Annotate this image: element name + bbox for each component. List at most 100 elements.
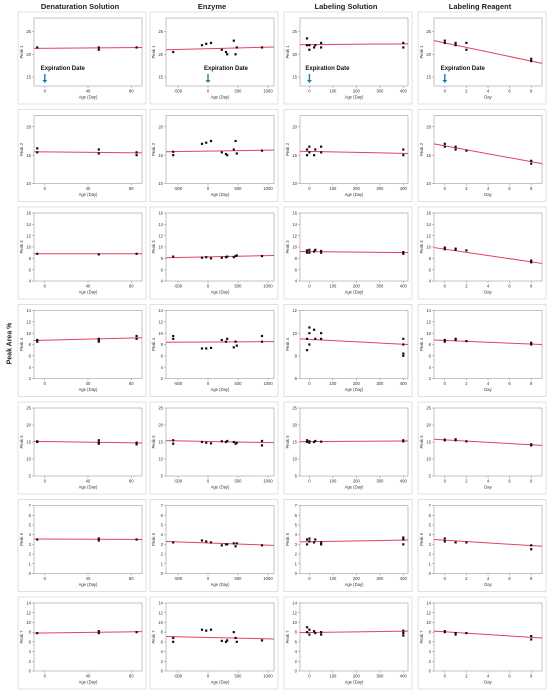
- y-tick-label: 6: [29, 267, 32, 272]
- x-tick-label: 200: [353, 284, 361, 289]
- data-point: [443, 142, 446, 145]
- y-tick-label: 4: [429, 532, 432, 537]
- fit-line: [433, 247, 543, 264]
- data-point: [36, 632, 39, 635]
- expiration-arrow-icon: [205, 80, 211, 83]
- y-tick-label: 2: [429, 659, 432, 664]
- y-tick-label: 12: [426, 319, 431, 324]
- x-axis-label: Age (Day): [79, 485, 98, 490]
- y-tick-label: 10: [426, 181, 431, 186]
- plot-area: [165, 505, 275, 574]
- x-tick-label: 500: [235, 674, 243, 679]
- data-point: [320, 41, 323, 45]
- data-point: [305, 154, 309, 157]
- y-tick-label: 10: [158, 620, 163, 625]
- y-tick-label: 14: [158, 308, 163, 313]
- data-point: [308, 326, 311, 329]
- x-tick-label: 6: [508, 186, 511, 191]
- x-tick-label: -500: [174, 576, 183, 581]
- x-tick-label: 0: [444, 674, 447, 679]
- data-point: [226, 337, 229, 340]
- x-tick-label: 0: [444, 186, 447, 191]
- x-tick-label: 0: [207, 89, 210, 94]
- data-point: [443, 630, 446, 633]
- y-tick-label: 14: [426, 308, 431, 313]
- data-point: [305, 439, 309, 442]
- data-point: [226, 543, 229, 546]
- data-point: [234, 340, 237, 343]
- x-tick-label: 8: [530, 186, 533, 191]
- data-point: [36, 338, 39, 342]
- data-point: [220, 544, 223, 547]
- x-tick-label: 0: [44, 674, 47, 679]
- panel: 10 15 20 -500 0 500 1000 Age (Day) Peak 2: [149, 109, 279, 202]
- data-point: [402, 252, 405, 255]
- data-point: [454, 338, 457, 342]
- x-axis-label: Age (Day): [345, 95, 364, 100]
- x-tick-label: 80: [129, 576, 134, 581]
- expiration-date-label: Expiration Date: [204, 66, 249, 72]
- y-tick-label: 25: [426, 29, 431, 34]
- panel: 4 6 8 10 12 14 16 -500 0 500 1000 Age (Day) Peak 3: [149, 206, 279, 300]
- data-point: [234, 139, 237, 143]
- y-tick-label: 4: [429, 649, 432, 654]
- data-point: [308, 332, 311, 335]
- y-tick-label: 15: [158, 440, 163, 445]
- x-tick-label: 1000: [263, 89, 273, 94]
- data-point: [443, 537, 446, 540]
- data-point: [320, 332, 323, 335]
- x-tick-label: 0: [207, 381, 210, 386]
- panel: 0 2 4 6 8 10 12 14 -500 0 500 1000 Age (Day) Peak 7: [149, 596, 279, 690]
- data-point: [530, 634, 533, 638]
- data-point: [205, 256, 208, 259]
- data-point: [200, 440, 204, 444]
- x-tick-label: -500: [174, 381, 183, 386]
- panel: 0 2 4 6 8 10 12 14 0 100 200 300 400 Age (Day) Peak 7: [283, 596, 413, 690]
- data-point: [314, 538, 317, 541]
- fit-line: [33, 151, 143, 154]
- y-tick-label: 5: [429, 474, 432, 479]
- x-axis-label: Day: [484, 290, 492, 295]
- data-point: [260, 639, 264, 642]
- data-point: [312, 630, 316, 633]
- data-point: [97, 253, 100, 256]
- data-point: [36, 440, 39, 443]
- fit-line: [433, 143, 543, 165]
- x-tick-label: 200: [353, 479, 361, 484]
- x-axis-label: Age (Day): [345, 387, 364, 392]
- y-axis-label: Peak 1: [19, 45, 24, 59]
- data-point: [320, 631, 323, 634]
- data-point: [135, 443, 138, 446]
- x-tick-label: 40: [86, 89, 91, 94]
- y-tick-label: 5: [161, 474, 164, 479]
- y-tick-label: 8: [161, 630, 164, 635]
- panel-frame: [283, 596, 413, 690]
- y-tick-label: 10: [158, 181, 163, 186]
- data-point: [260, 149, 264, 152]
- data-point: [97, 442, 100, 445]
- data-point: [97, 630, 100, 633]
- x-tick-label: 6: [508, 479, 511, 484]
- y-tick-label: 20: [426, 423, 431, 428]
- y-tick-label: 10: [26, 620, 31, 625]
- fit-line: [165, 341, 275, 343]
- fit-line: [299, 43, 409, 46]
- x-axis-label: Age (Day): [211, 582, 230, 587]
- y-tick-label: 15: [26, 75, 31, 80]
- x-tick-label: 4: [487, 89, 490, 94]
- y-tick-label: 25: [26, 406, 31, 411]
- y-tick-label: 15: [292, 440, 297, 445]
- x-tick-label: 300: [376, 284, 384, 289]
- column-title-labeling-reagent: Labeling Reagent: [448, 2, 512, 11]
- data-point: [312, 541, 316, 544]
- x-tick-label: 40: [86, 186, 91, 191]
- data-point: [305, 337, 309, 340]
- data-point: [530, 444, 533, 447]
- y-tick-label: 15: [292, 75, 297, 80]
- fit-line: [165, 440, 275, 444]
- x-tick-label: 200: [353, 381, 361, 386]
- panel-frame: [417, 11, 547, 105]
- y-axis-label: Peak 3: [285, 240, 290, 254]
- fit-line: [299, 150, 409, 154]
- y-tick-label: 10: [158, 457, 163, 462]
